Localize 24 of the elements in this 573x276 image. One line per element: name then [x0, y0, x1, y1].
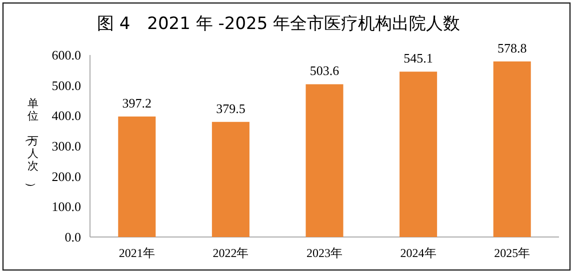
data-label: 379.5	[216, 100, 246, 116]
y-axis-title: 单位（万人次）	[24, 97, 38, 193]
data-label: 545.1	[404, 50, 433, 66]
data-label: 397.2	[122, 96, 152, 111]
bar	[400, 72, 438, 237]
y-tick-label: 200.0	[52, 168, 81, 184]
y-tick-label: 500.0	[52, 78, 81, 93]
bar	[306, 84, 344, 237]
x-tick-label: 2024年	[400, 246, 436, 260]
y-tick-label: 100.0	[52, 199, 81, 214]
x-tick-label: 2023年	[306, 246, 342, 260]
bar	[118, 116, 156, 237]
y-tick-label: 600.0	[52, 48, 81, 62]
bar	[212, 122, 250, 237]
data-label: 503.6	[310, 63, 340, 78]
y-tick-label: 300.0	[52, 138, 81, 154]
bar	[493, 61, 531, 237]
x-tick-label: 2021年	[118, 246, 155, 260]
y-tick-label: 0.0	[64, 230, 81, 244]
x-tick-label: 2022年	[212, 246, 249, 260]
x-tick-label: 2025年	[494, 246, 530, 260]
data-label: 578.8	[497, 40, 527, 56]
chart-title: 图 4 2021 年 -2025 年全市医疗机构出院人数	[96, 14, 460, 34]
y-tick-label: 400.0	[52, 108, 81, 124]
